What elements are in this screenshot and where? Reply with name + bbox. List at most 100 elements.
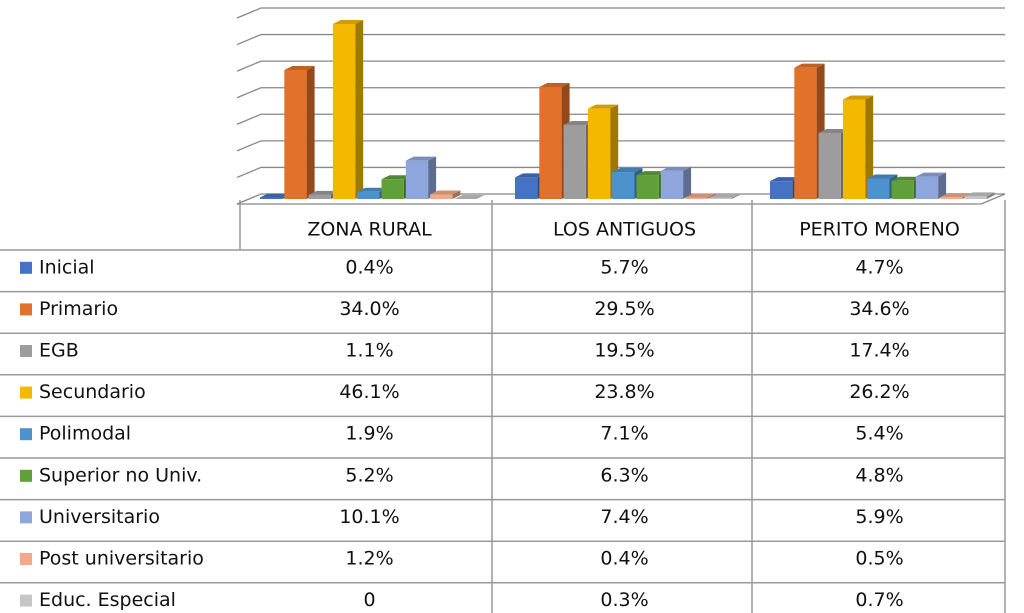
- bar-front: [430, 194, 453, 199]
- cell-value: 5.4%: [855, 423, 903, 445]
- bar-front: [818, 132, 841, 199]
- cell-value: 6.3%: [600, 464, 648, 486]
- cell-value: 17.4%: [849, 340, 909, 362]
- cell-value: 7.1%: [600, 423, 648, 445]
- bar-top: [770, 177, 801, 182]
- legend-swatch: [20, 594, 32, 607]
- cell-value: 34.0%: [339, 298, 399, 320]
- bar: [842, 95, 874, 199]
- bar-top: [539, 83, 570, 88]
- bar-top: [612, 168, 643, 173]
- bar-front: [587, 108, 611, 199]
- bar-top: [260, 193, 291, 198]
- bar-front: [964, 196, 987, 199]
- legend-label: Post universitario: [39, 548, 204, 570]
- bar: [964, 192, 995, 199]
- bar-side: [306, 65, 315, 199]
- bar-front: [794, 67, 817, 199]
- bar-side: [683, 166, 692, 199]
- bar-front: [709, 197, 732, 199]
- floor-edge: [980, 193, 1006, 205]
- cell-value: 26.2%: [849, 381, 909, 403]
- bar: [915, 172, 947, 199]
- bar-front: [867, 178, 890, 199]
- bar-side: [938, 172, 947, 199]
- grid-line: [236, 87, 1005, 99]
- cell-value: 34.6%: [849, 298, 909, 320]
- grid-line: [236, 140, 1005, 152]
- bar-top: [940, 193, 971, 198]
- bar-top: [308, 190, 339, 195]
- legend-swatch: [20, 428, 32, 441]
- bar-side: [355, 20, 364, 199]
- bar: [332, 20, 364, 199]
- bar-front: [685, 197, 708, 199]
- cell-value: 19.5%: [594, 340, 654, 362]
- cell-value: 5.7%: [600, 256, 648, 278]
- bar-front: [332, 24, 356, 199]
- bar-top: [430, 190, 461, 195]
- bar: [454, 195, 485, 199]
- bar-side: [452, 190, 461, 199]
- bar: [430, 190, 461, 199]
- legend-label: Educ. Especial: [39, 589, 176, 611]
- bar-top: [685, 193, 716, 198]
- bar-top: [563, 120, 594, 125]
- bar-top: [842, 95, 874, 100]
- bar-top: [660, 166, 692, 171]
- bar-top: [357, 187, 388, 192]
- cell-value: 5.2%: [345, 464, 393, 486]
- bar-top: [915, 172, 947, 177]
- legend-label: Primario: [39, 298, 118, 320]
- bar-top: [381, 175, 412, 180]
- bar-front: [636, 175, 659, 199]
- bar-side: [986, 192, 995, 199]
- legend-swatch: [20, 386, 32, 399]
- cell-value: 0.4%: [600, 548, 648, 570]
- grid-line: [236, 113, 1005, 125]
- bar-top: [332, 20, 364, 25]
- bar-front: [612, 172, 635, 199]
- bar-side: [731, 193, 740, 199]
- legend-swatch: [20, 469, 32, 482]
- bar-front: [357, 191, 380, 199]
- bar-front: [915, 176, 939, 199]
- bar-front: [539, 87, 562, 199]
- cell-value: 0.3%: [600, 589, 648, 611]
- bar-top: [709, 193, 740, 198]
- bar-front: [308, 194, 331, 199]
- bar: [660, 166, 692, 199]
- cell-value: 0.4%: [345, 256, 393, 278]
- bar-top: [636, 171, 667, 176]
- legend-swatch: [20, 511, 32, 524]
- legend-swatch: [20, 261, 32, 274]
- bar-top: [818, 128, 849, 133]
- bar-top: [891, 176, 922, 181]
- bar: [284, 65, 315, 199]
- bar-front: [563, 124, 586, 199]
- bar-front: [940, 197, 963, 199]
- bar-top: [515, 173, 546, 178]
- bar-front: [891, 180, 914, 199]
- bar: [685, 193, 716, 199]
- grid-line: [236, 33, 1005, 46]
- bar-front: [284, 69, 307, 199]
- bar-front: [515, 177, 538, 199]
- column-header: ZONA RURAL: [307, 219, 432, 241]
- cell-value: 46.1%: [339, 381, 399, 403]
- legend-label: Inicial: [39, 256, 95, 278]
- bar-side: [428, 156, 437, 199]
- bar: [405, 156, 437, 199]
- bar-front: [660, 170, 684, 199]
- bar-top: [587, 104, 619, 109]
- bar-front: [770, 181, 793, 199]
- cell-value: 29.5%: [594, 298, 654, 320]
- column-header: LOS ANTIGUOS: [553, 219, 696, 241]
- bar-front: [405, 160, 429, 199]
- bar-front: [842, 99, 866, 199]
- legend-label: Universitario: [39, 506, 160, 528]
- cell-value: 23.8%: [594, 381, 654, 403]
- legend-swatch: [20, 553, 32, 565]
- cell-value: 10.1%: [339, 506, 399, 528]
